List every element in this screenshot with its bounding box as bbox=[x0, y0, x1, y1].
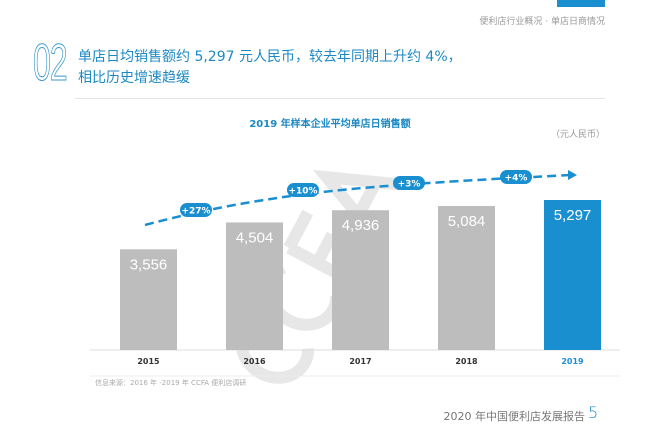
growth-label: +10% bbox=[288, 187, 317, 197]
headline-line-1: 单店日均销售额约 5,297 元人民币，较去年同期上升约 4%， bbox=[78, 49, 462, 65]
breadcrumb: 便利店行业概况 · 单店日商情况 bbox=[479, 17, 605, 27]
growth-badge bbox=[393, 176, 425, 190]
data-label-2018: 5,084 bbox=[448, 213, 486, 230]
bar-2018 bbox=[438, 206, 495, 350]
top-accent-bar bbox=[557, 0, 605, 7]
arrow-head-icon bbox=[568, 170, 577, 180]
chart-unit: （元人民币） bbox=[550, 130, 605, 140]
divider bbox=[75, 98, 605, 99]
growth-label: +27% bbox=[181, 207, 210, 217]
bar-2017 bbox=[332, 210, 389, 350]
growth-badge bbox=[180, 203, 212, 217]
headline-line-2: 相比历史增速趋缓 bbox=[78, 70, 190, 86]
x-tick-2017: 2017 bbox=[349, 357, 371, 366]
footer-report-title: 2020 年中国便利店发展报告 bbox=[443, 410, 586, 423]
bar-2016 bbox=[226, 222, 283, 350]
x-tick-2019: 2019 bbox=[561, 357, 584, 366]
chart-title: 2019 年样本企业平均单店日销售额 bbox=[249, 119, 411, 130]
growth-label: +4% bbox=[505, 174, 528, 184]
bar-2015 bbox=[120, 249, 177, 350]
headline: 单店日均销售额约 5,297 元人民币，较去年同期上升约 4%， 相比历史增速趋缓 bbox=[78, 47, 462, 89]
x-tick-2018: 2018 bbox=[455, 357, 478, 366]
source-note: 信息来源：2016 年 -2019 年 CCFA 便利店调研 bbox=[95, 379, 247, 387]
data-label-2016: 4,504 bbox=[236, 229, 274, 246]
section-number: 02 bbox=[33, 34, 68, 92]
data-label-2019: 5,297 bbox=[554, 207, 592, 224]
growth-badge bbox=[287, 183, 319, 197]
bar-2019 bbox=[544, 200, 601, 350]
page-number: 5 bbox=[588, 403, 599, 422]
watermark-logo bbox=[235, 169, 401, 384]
data-label-2017: 4,936 bbox=[342, 217, 380, 234]
growth-badge bbox=[500, 170, 532, 184]
growth-label: +3% bbox=[398, 180, 421, 190]
x-tick-2015: 2015 bbox=[137, 357, 160, 366]
data-label-2015: 3,556 bbox=[130, 256, 168, 273]
x-tick-2016: 2016 bbox=[243, 357, 266, 366]
